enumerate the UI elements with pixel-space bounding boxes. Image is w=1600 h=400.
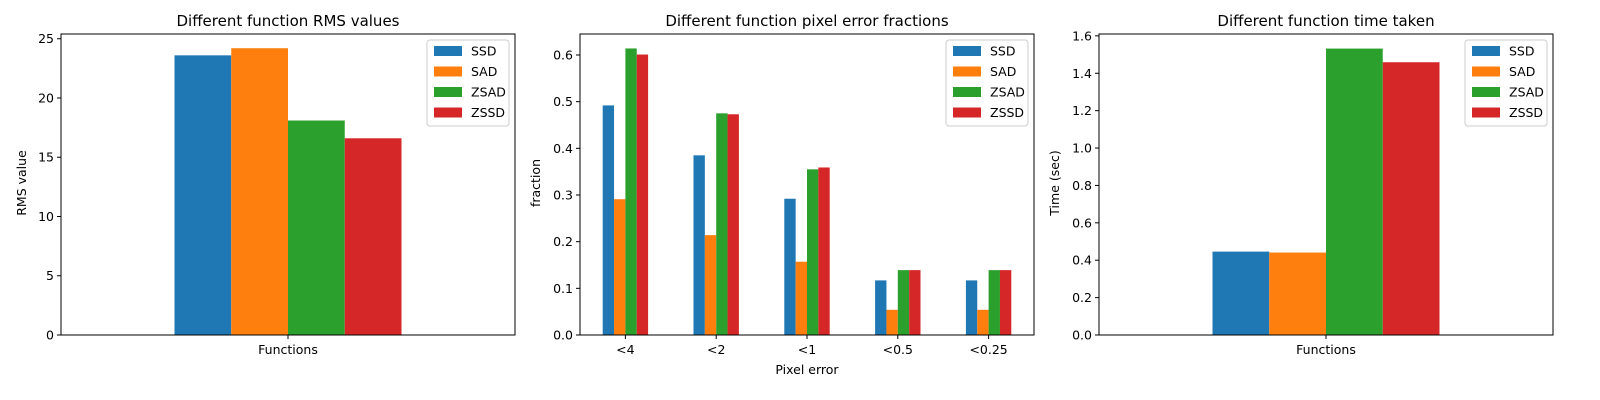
- fraction-ytick-label: 0.4: [553, 141, 573, 156]
- rms-chart: Different function RMS values RMS value …: [14, 12, 516, 357]
- time-chart-plot: 0.0 0.2 0.4 0.6 0.8 1.0 1.2 1.4 1.6 Functions SSD S…: [1072, 28, 1554, 357]
- fraction-chart-plot: 0.0 0.1 0.2 0.3 0.4 0.5 0.6 <4 <2 <1 <0.5 <0.25 SSD S…: [553, 33, 1035, 357]
- time-legend-label-sad: SAD: [1509, 64, 1535, 79]
- fraction-xtick-label: <0.25: [969, 342, 1007, 357]
- rms-legend-swatch-zssd: [434, 107, 462, 118]
- rms-legend-swatch-ssd: [434, 46, 462, 56]
- fraction-chart-ylabel: fraction: [528, 159, 543, 207]
- fraction-bar-sad-3: [886, 309, 898, 335]
- rms-xtick-label: Functions: [258, 342, 318, 357]
- rms-legend-swatch-sad: [434, 66, 462, 77]
- fraction-bar-zssd-1: [727, 114, 739, 336]
- time-bar-zsad-0: [1326, 48, 1383, 335]
- time-bar-ssd-0: [1212, 251, 1270, 335]
- time-legend-swatch-sad: [1472, 66, 1500, 77]
- fraction-legend-swatch-ssd: [953, 46, 981, 56]
- time-ytick-label: 0.4: [1072, 253, 1092, 268]
- rms-ytick-label: 5: [46, 268, 54, 283]
- rms-ytick-label: 25: [38, 31, 54, 46]
- fraction-bar-ssd-1: [693, 155, 705, 335]
- fraction-ytick-label: 0.0: [553, 328, 573, 343]
- fraction-bar-zssd-3: [909, 270, 921, 335]
- rms-ytick-label: 0: [46, 328, 54, 343]
- rms-bar-zsad-0: [288, 120, 345, 335]
- time-legend-box: [1464, 39, 1548, 127]
- fraction-ytick-label: 0.6: [553, 48, 573, 63]
- rms-chart-ylabel: RMS value: [14, 150, 29, 216]
- fraction-legend-swatch-zssd: [953, 107, 981, 118]
- time-legend-swatch-zssd: [1472, 107, 1500, 118]
- fraction-bar-zsad-1: [716, 113, 728, 335]
- fraction-legend-label-zssd: ZSSD: [990, 105, 1024, 120]
- fraction-ytick-label: 0.1: [553, 281, 573, 296]
- fraction-ytick-label: 0.5: [553, 94, 573, 109]
- fraction-bar-zsad-0: [625, 48, 637, 335]
- fraction-bar-ssd-4: [965, 280, 978, 335]
- time-chart-title: Different function time taken: [1217, 12, 1434, 30]
- time-ytick-label: 1.6: [1072, 28, 1092, 43]
- rms-legend-box: [426, 39, 510, 127]
- time-legend-label-ssd: SSD: [1509, 44, 1535, 59]
- fraction-bar-sad-2: [795, 261, 807, 335]
- fraction-ytick-label: 0.2: [553, 234, 573, 249]
- rms-bar-ssd-0: [174, 55, 232, 335]
- time-bar-zssd-0: [1382, 62, 1440, 335]
- fraction-bar-zssd-4: [999, 270, 1012, 335]
- fraction-legend-label-sad: SAD: [990, 64, 1016, 79]
- time-ytick-label: 0.2: [1072, 290, 1092, 305]
- rms-chart-title: Different function RMS values: [177, 12, 400, 30]
- rms-legend-swatch-zsad: [434, 87, 462, 97]
- fraction-bar-zsad-4: [988, 270, 1000, 335]
- fraction-bar-sad-4: [977, 309, 989, 335]
- fraction-legend-box: [945, 39, 1029, 127]
- fraction-bar-zssd-2: [818, 167, 830, 335]
- rms-legend-label-sad: SAD: [471, 64, 497, 79]
- fraction-xtick-label: <0.5: [883, 342, 913, 357]
- fraction-chart-xlabel: Pixel error: [775, 362, 839, 377]
- fraction-bar-ssd-2: [784, 198, 796, 335]
- fraction-bar-ssd-0: [602, 105, 615, 336]
- fraction-bar-zssd-0: [636, 54, 649, 336]
- time-legend-label-zsad: ZSAD: [1509, 85, 1544, 100]
- time-chart: Different function time taken Time (sec)…: [1047, 12, 1554, 357]
- fraction-xtick-label: <1: [798, 342, 816, 357]
- fraction-legend-swatch-sad: [953, 66, 981, 77]
- rms-legend-label-zssd: ZSSD: [471, 105, 505, 120]
- fraction-bar-zsad-3: [897, 270, 910, 335]
- fraction-xtick-label: <4: [616, 342, 634, 357]
- time-legend-label-zssd: ZSSD: [1509, 105, 1543, 120]
- fraction-xtick-label: <2: [707, 342, 725, 357]
- time-ytick-label: 0.6: [1072, 215, 1092, 230]
- rms-bar-sad-0: [231, 48, 288, 336]
- fraction-legend-label-zsad: ZSAD: [990, 85, 1025, 100]
- time-legend-swatch-zsad: [1472, 87, 1500, 97]
- rms-legend-label-ssd: SSD: [471, 44, 497, 59]
- time-ytick-label: 1.0: [1072, 141, 1092, 156]
- fraction-legend-label-ssd: SSD: [990, 44, 1016, 59]
- time-bar-sad-0: [1269, 252, 1326, 335]
- fraction-chart: Different function pixel error fractions…: [528, 12, 1035, 377]
- fraction-bar-sad-1: [704, 235, 717, 335]
- rms-legend-label-zsad: ZSAD: [471, 85, 506, 100]
- time-ytick-label: 0.0: [1072, 328, 1092, 343]
- rms-ytick-label: 15: [38, 150, 54, 165]
- rms-chart-plot: 0 5 10 15 20 25 Functions SSD SAD ZSAD ZSSD: [38, 31, 516, 357]
- time-ytick-label: 1.4: [1072, 66, 1092, 81]
- time-xtick-label: Functions: [1296, 342, 1356, 357]
- time-chart-ylabel: Time (sec): [1047, 150, 1062, 216]
- fraction-legend-swatch-zsad: [953, 87, 981, 97]
- fraction-chart-title: Different function pixel error fractions: [665, 12, 949, 30]
- rms-ytick-label: 20: [38, 90, 54, 105]
- rms-ytick-label: 10: [38, 209, 54, 224]
- time-legend-swatch-ssd: [1472, 46, 1500, 56]
- fraction-bar-sad-0: [614, 199, 626, 335]
- fraction-bar-zsad-2: [807, 169, 819, 335]
- fraction-bar-ssd-3: [875, 280, 887, 335]
- time-ytick-label: 0.8: [1072, 178, 1092, 193]
- time-ytick-label: 1.2: [1072, 103, 1092, 118]
- rms-bar-zssd-0: [344, 138, 402, 335]
- fraction-ytick-label: 0.3: [553, 188, 573, 203]
